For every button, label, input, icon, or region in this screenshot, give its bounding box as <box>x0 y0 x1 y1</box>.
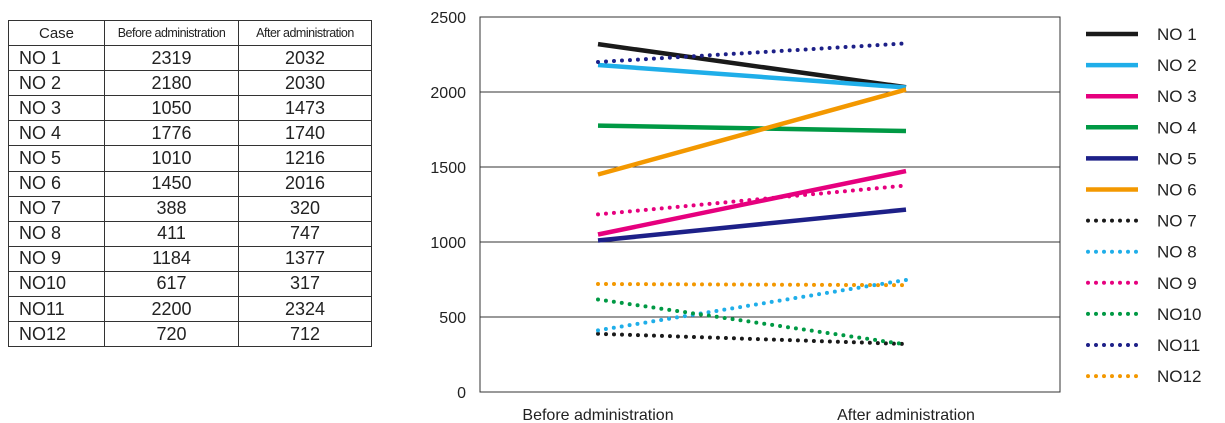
header-case: Case <box>8 19 105 47</box>
cell-case: NO 4 <box>8 120 105 147</box>
legend-label: NO 8 <box>1157 243 1197 262</box>
cell-before: 2200 <box>104 296 239 323</box>
legend-label: NO12 <box>1157 367 1201 386</box>
series-line <box>596 41 908 64</box>
series-line <box>597 168 907 237</box>
cell-after: 712 <box>238 321 372 348</box>
cell-before: 720 <box>104 321 239 348</box>
legend-label: NO 9 <box>1157 274 1197 293</box>
legend-label: NO 4 <box>1157 118 1197 137</box>
series-line <box>596 282 908 288</box>
y-tick-label: 2500 <box>430 10 466 27</box>
legend-label: NO 3 <box>1157 87 1197 106</box>
cell-after: 317 <box>238 270 372 298</box>
cell-after: 1740 <box>238 120 372 147</box>
cell-case: NO 2 <box>8 70 105 97</box>
table-row: NO 3 1050 1473 <box>8 95 372 122</box>
cell-case: NO 3 <box>8 95 105 122</box>
cell-case: NO12 <box>8 321 105 348</box>
cell-before: 1050 <box>104 95 239 122</box>
table-row: NO 6 1450 2016 <box>8 170 372 197</box>
cell-case: NO 1 <box>8 45 105 72</box>
x-tick-label: After administration <box>837 407 975 423</box>
legend-label: NO 7 <box>1157 212 1197 231</box>
cell-after: 1377 <box>238 245 372 272</box>
data-table: Case Before administration After adminis… <box>8 19 372 348</box>
cell-before: 1450 <box>104 170 239 197</box>
series-line <box>597 41 907 90</box>
series-line <box>597 207 907 243</box>
cell-before: 1010 <box>104 145 239 172</box>
series-line <box>597 62 907 90</box>
series-line <box>596 331 908 346</box>
legend-label: NO 6 <box>1157 181 1197 200</box>
legend-label: NO 5 <box>1157 149 1197 168</box>
table-row: NO 9 1184 1377 <box>8 245 372 272</box>
series-line <box>596 183 908 217</box>
legend-label: NO11 <box>1157 336 1200 355</box>
cell-case: NO10 <box>8 270 105 298</box>
y-tick-label: 500 <box>439 310 466 327</box>
x-tick-label: Before administration <box>522 407 673 423</box>
legend-label: NO 2 <box>1157 56 1197 75</box>
table-row: NO 5 1010 1216 <box>8 145 372 172</box>
cell-after: 1473 <box>238 95 372 122</box>
table-row: NO 7 388 320 <box>8 195 372 222</box>
legend-label: NO 1 <box>1157 25 1197 44</box>
table-row: NO12 720 712 <box>8 321 372 348</box>
cell-after: 747 <box>238 220 372 247</box>
y-tick-label: 1000 <box>430 235 466 252</box>
table-row: NO11 2200 2324 <box>8 296 372 323</box>
y-tick-label: 0 <box>457 385 466 402</box>
cell-after: 2032 <box>238 45 372 72</box>
table-header-row: Case Before administration After adminis… <box>8 19 372 47</box>
table-row: NO 4 1776 1740 <box>8 120 372 147</box>
legend-label: NO10 <box>1157 305 1201 324</box>
table-row: NO10 617 317 <box>8 270 372 298</box>
cell-after: 2030 <box>238 70 372 97</box>
cell-before: 2180 <box>104 70 239 97</box>
cell-case: NO 8 <box>8 220 105 247</box>
y-tick-label: 2000 <box>430 85 466 102</box>
table-row: NO 1 2319 2032 <box>8 45 372 72</box>
cell-after: 2016 <box>238 170 372 197</box>
y-tick-label: 1500 <box>430 160 466 177</box>
header-before: Before administration <box>104 19 239 47</box>
cell-after: 320 <box>238 195 372 222</box>
cell-after: 2324 <box>238 296 372 323</box>
cell-case: NO11 <box>8 296 105 323</box>
table-row: NO 2 2180 2030 <box>8 70 372 97</box>
series-line <box>597 123 907 134</box>
series-line <box>597 87 907 177</box>
cell-before: 411 <box>104 220 239 247</box>
cell-case: NO 9 <box>8 245 105 272</box>
cell-case: NO 5 <box>8 145 105 172</box>
cell-before: 1776 <box>104 120 239 147</box>
table-row: NO 8 411 747 <box>8 220 372 247</box>
plot-frame <box>479 16 1061 393</box>
cell-before: 1184 <box>104 245 239 272</box>
